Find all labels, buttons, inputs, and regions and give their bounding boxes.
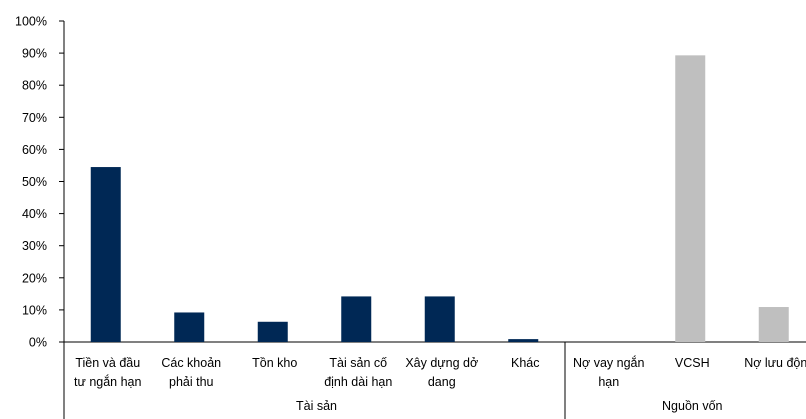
y-tick-label: 90% [22, 47, 47, 61]
y-tick-label: 70% [22, 111, 47, 125]
bar [424, 296, 455, 342]
category-label: định dài hạn [324, 375, 392, 389]
y-tick-label: 50% [22, 175, 47, 189]
group-label: Tài sản [296, 399, 337, 413]
y-tick-label: 20% [22, 271, 47, 285]
category-label: Các khoản [161, 356, 221, 370]
category-label: Tồn kho [252, 356, 297, 370]
bar [758, 307, 789, 342]
y-tick-label: 40% [22, 207, 47, 221]
category-label: hạn [598, 375, 619, 389]
group-labels: Tài sản Nguồn vốn [63, 342, 723, 419]
group-label: Nguồn vốn [662, 399, 723, 413]
category-labels: Tiền và đầu tư ngắn hạn Các khoản phải thu T… [74, 355, 806, 389]
bar [174, 312, 205, 342]
bar [508, 339, 539, 342]
y-tick-label: 100% [15, 15, 47, 29]
bar [257, 321, 288, 342]
y-tick-label: 30% [22, 239, 47, 253]
category-label: dang [428, 375, 456, 389]
bar [90, 167, 121, 342]
category-label: Tiền và đầu [75, 356, 140, 370]
y-tick-label: 0% [29, 336, 47, 350]
category-label: Nợ lưu độn [744, 356, 806, 370]
y-tick-label: 10% [22, 303, 47, 317]
category-label: VCSH [675, 356, 710, 370]
bar [341, 296, 372, 342]
y-axis-ticks: 0% 10% 20% 30% 40% 50% 60% 70% 80% 90% 100% [15, 15, 64, 350]
category-label: tư ngắn hạn [74, 374, 141, 389]
bar [675, 55, 706, 343]
bars [90, 55, 789, 343]
category-label: Khác [511, 356, 540, 370]
category-label: phải thu [169, 375, 214, 389]
category-label: Tài sản cố [329, 356, 387, 370]
y-tick-label: 60% [22, 143, 47, 157]
category-label: Nợ vay ngắn [573, 355, 644, 370]
y-tick-label: 80% [22, 79, 47, 93]
category-label: Xây dựng dở [405, 356, 478, 370]
